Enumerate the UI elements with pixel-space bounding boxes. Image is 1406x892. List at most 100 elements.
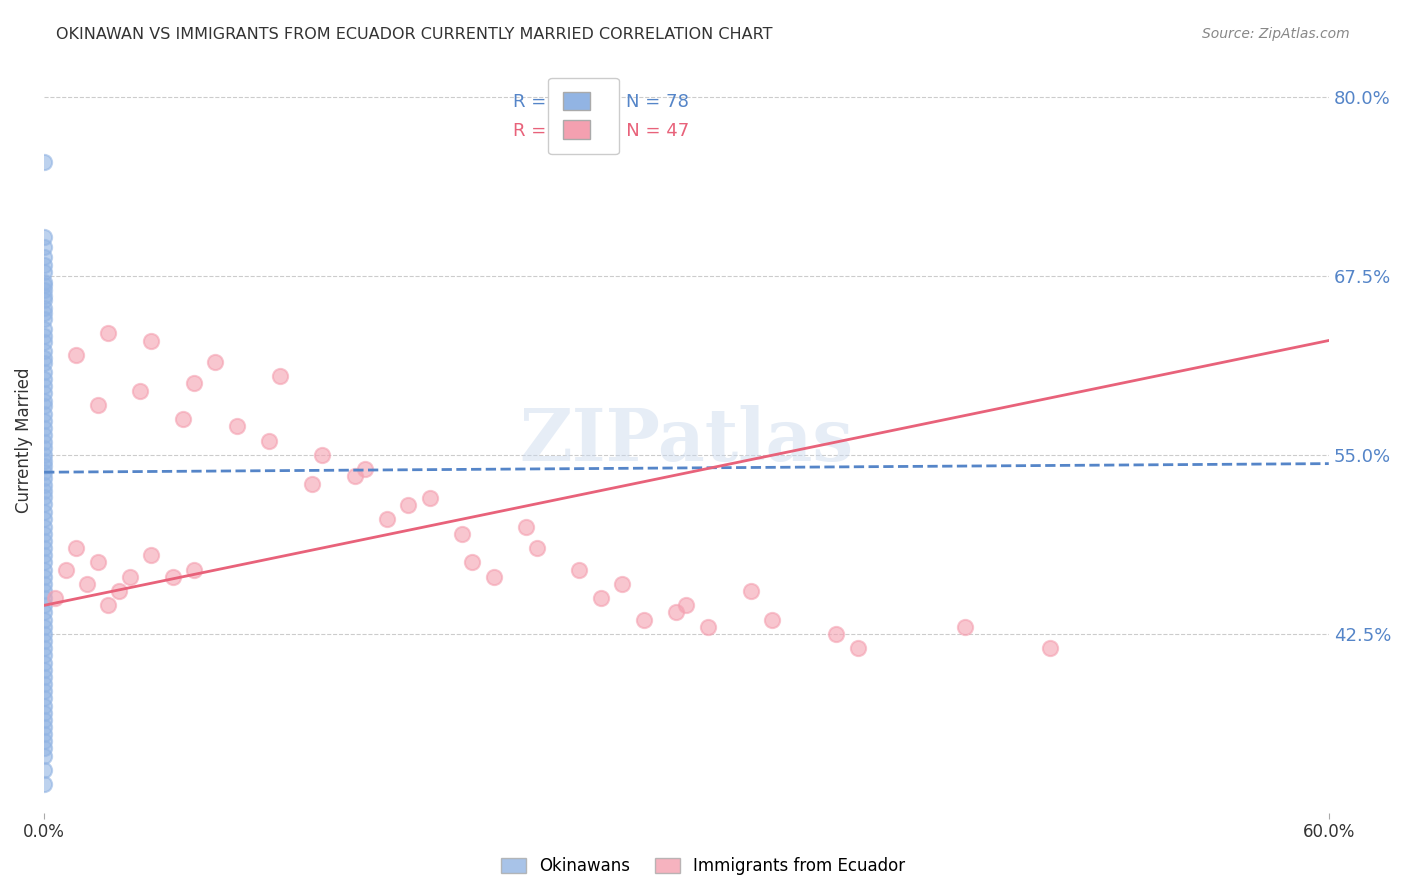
Point — [65, 348, 87, 362]
Point — [32, 258, 55, 272]
Point — [665, 606, 688, 620]
Point — [32, 563, 55, 577]
Point — [32, 251, 55, 265]
Point — [418, 491, 440, 505]
Text: R =  0.488   N = 47: R = 0.488 N = 47 — [513, 122, 689, 140]
Point — [32, 670, 55, 684]
Point — [32, 663, 55, 677]
Point — [32, 483, 55, 498]
Point — [162, 570, 184, 584]
Point — [32, 691, 55, 706]
Point — [32, 284, 55, 298]
Point — [32, 512, 55, 526]
Legend: , : , — [548, 78, 619, 154]
Point — [32, 720, 55, 734]
Point — [32, 505, 55, 519]
Point — [32, 533, 55, 548]
Point — [32, 312, 55, 326]
Point — [32, 465, 55, 479]
Point — [589, 591, 612, 606]
Point — [86, 555, 108, 569]
Point — [44, 591, 66, 606]
Point — [97, 326, 120, 341]
Point — [129, 384, 152, 398]
Point — [32, 275, 55, 289]
Point — [396, 498, 419, 512]
Point — [32, 584, 55, 599]
Point — [32, 634, 55, 648]
Point — [32, 240, 55, 254]
Point — [32, 570, 55, 584]
Point — [482, 570, 505, 584]
Point — [32, 293, 55, 308]
Text: Source: ZipAtlas.com: Source: ZipAtlas.com — [1202, 27, 1350, 41]
Text: OKINAWAN VS IMMIGRANTS FROM ECUADOR CURRENTLY MARRIED CORRELATION CHART: OKINAWAN VS IMMIGRANTS FROM ECUADOR CURR… — [56, 27, 773, 42]
Point — [343, 469, 366, 483]
Point — [32, 329, 55, 343]
Point — [225, 419, 247, 434]
Point — [301, 476, 323, 491]
Point — [32, 748, 55, 763]
Y-axis label: Currently Married: Currently Married — [15, 368, 32, 514]
Point — [32, 400, 55, 414]
Point — [118, 570, 141, 584]
Point — [32, 741, 55, 756]
Point — [32, 713, 55, 727]
Point — [257, 434, 280, 448]
Point — [32, 356, 55, 370]
Point — [32, 365, 55, 379]
Point — [354, 462, 377, 476]
Point — [32, 277, 55, 292]
Text: R =  0.011   N = 78: R = 0.011 N = 78 — [513, 93, 689, 111]
Point — [183, 563, 205, 577]
Point — [32, 777, 55, 791]
Point — [32, 441, 55, 455]
Point — [32, 548, 55, 562]
Legend: Okinawans, Immigrants from Ecuador: Okinawans, Immigrants from Ecuador — [492, 849, 914, 884]
Point — [32, 289, 55, 303]
Point — [108, 584, 131, 599]
Point — [633, 613, 655, 627]
Point — [32, 230, 55, 244]
Point — [32, 591, 55, 606]
Point — [515, 519, 537, 533]
Point — [612, 577, 634, 591]
Point — [32, 519, 55, 533]
Point — [450, 526, 472, 541]
Point — [32, 379, 55, 393]
Point — [32, 471, 55, 485]
Point — [32, 448, 55, 462]
Point — [32, 454, 55, 468]
Point — [32, 698, 55, 713]
Point — [568, 563, 591, 577]
Point — [32, 606, 55, 620]
Point — [32, 372, 55, 386]
Point — [32, 648, 55, 663]
Point — [461, 555, 484, 569]
Point — [32, 421, 55, 435]
Point — [32, 734, 55, 748]
Point — [204, 355, 226, 369]
Point — [32, 407, 55, 421]
Point — [32, 301, 55, 315]
Point — [32, 677, 55, 691]
Point — [32, 613, 55, 627]
Point — [311, 448, 333, 462]
Point — [953, 620, 976, 634]
Point — [32, 428, 55, 442]
Text: ZIPatlas: ZIPatlas — [519, 405, 853, 476]
Point — [32, 656, 55, 670]
Point — [32, 555, 55, 569]
Point — [32, 490, 55, 504]
Point — [172, 412, 194, 426]
Point — [761, 613, 783, 627]
Point — [183, 376, 205, 391]
Point — [32, 727, 55, 741]
Point — [825, 627, 848, 641]
Point — [375, 512, 398, 526]
Point — [65, 541, 87, 555]
Point — [32, 386, 55, 401]
Point — [32, 706, 55, 720]
Point — [32, 265, 55, 279]
Point — [97, 599, 120, 613]
